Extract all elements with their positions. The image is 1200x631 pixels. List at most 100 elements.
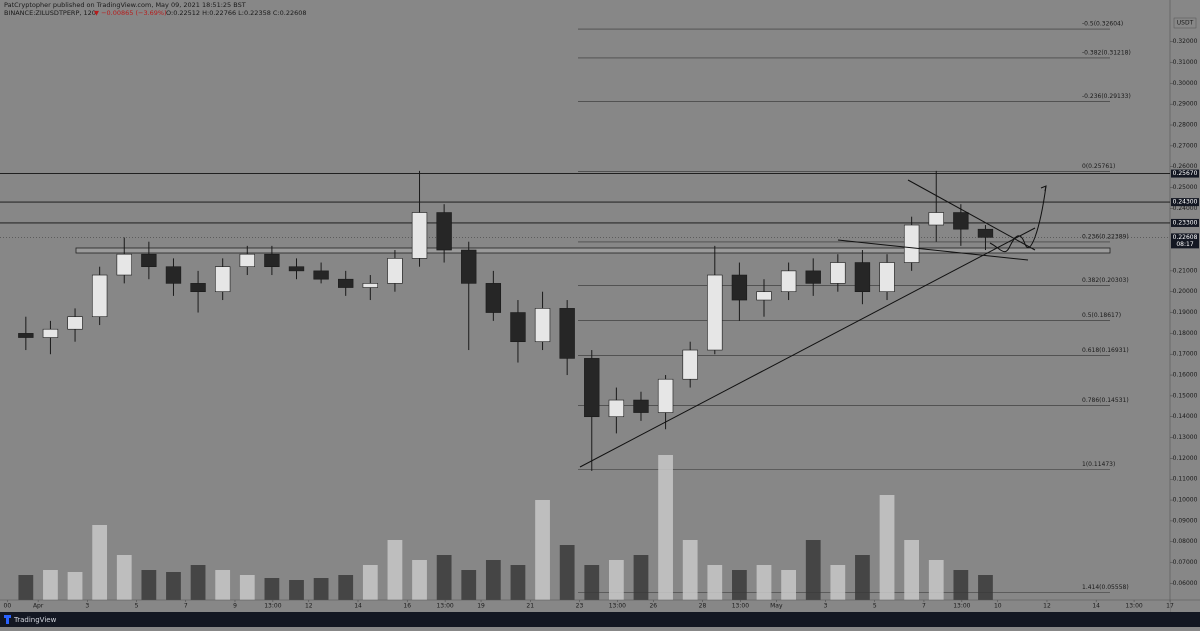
x-tick-label: 7 (922, 603, 926, 610)
x-tick-label: 12 (1043, 603, 1051, 610)
volume-bar (67, 572, 83, 600)
volume-bar (338, 575, 354, 600)
candle-body (190, 283, 206, 293)
x-tick-label: 17 (1166, 603, 1174, 610)
volume-bar (535, 500, 550, 600)
fib-label: -0.236(0.29133) (1082, 93, 1131, 100)
x-tick-label: Apr (33, 603, 44, 610)
volume-bar (756, 565, 772, 600)
candle-body (830, 262, 846, 284)
x-tick-label: 12 (305, 603, 313, 610)
volume-bar (289, 580, 304, 600)
y-tick-label: 0.07000 (1173, 559, 1198, 566)
candle-body (633, 399, 649, 413)
x-tick-label: 14 (354, 603, 362, 610)
x-tick-label: 21 (526, 603, 534, 610)
y-tick-label: 0.20000 (1173, 288, 1198, 295)
y-tick-label: 0.25000 (1173, 184, 1198, 191)
y-tick-label: 0.26000 (1173, 163, 1198, 170)
y-tick-label: 0.21000 (1173, 267, 1198, 274)
triangle-upper (907, 179, 1036, 251)
fib-label: 0.786(0.14531) (1082, 397, 1129, 404)
projection-arrow (1040, 185, 1047, 192)
y-tick-label: 0.17000 (1173, 351, 1198, 358)
x-tick-label: 5 (135, 603, 139, 610)
volume-bar (313, 578, 329, 600)
x-tick-label: 19 (477, 603, 485, 610)
level-label: 0.25670 (1173, 170, 1198, 177)
fib-label: 1.414(0.05558) (1082, 584, 1129, 591)
volume-bar (436, 555, 452, 600)
fib-label: 0.5(0.18617) (1082, 312, 1121, 319)
unit-box (1173, 17, 1197, 29)
level-label: 0.24300 (1173, 199, 1198, 206)
candle-body (91, 274, 108, 318)
volume-bar (264, 578, 280, 600)
candle-body (264, 253, 280, 268)
volume-bar (732, 570, 747, 600)
x-tick-label: 13:00 (264, 603, 281, 610)
candle-body (756, 291, 772, 301)
volume-bar (362, 565, 378, 600)
ohlc: O:0.22512 H:0.22766 L:0.22358 C:0.22608 (166, 9, 307, 17)
support-zone (75, 247, 1111, 254)
volume-bar (190, 565, 206, 600)
y-tick-label: 0.16000 (1173, 372, 1198, 379)
candle-body (731, 274, 748, 301)
y-tick-label: 0.32000 (1173, 38, 1198, 45)
candle-body (707, 274, 723, 351)
x-tick-label: 5 (873, 603, 877, 610)
level-label: 0.23300 (1173, 219, 1198, 226)
volume-bar (608, 560, 624, 600)
candle-body (608, 399, 625, 418)
volume-bar (18, 575, 34, 600)
candle-body (387, 258, 403, 284)
y-tick-label: 0.14000 (1173, 413, 1198, 420)
x-tick-label: 13:00 (953, 603, 970, 610)
candle-body (879, 262, 895, 293)
y-tick-label: 0.09000 (1173, 517, 1198, 524)
volume-bar (658, 455, 673, 600)
y-tick-label: 0.08000 (1173, 538, 1198, 545)
candle-body (485, 283, 502, 313)
y-tick-label: 0.06000 (1173, 580, 1198, 587)
candle-body (338, 278, 354, 288)
x-tick-label: 23 (576, 603, 584, 610)
candle-body (510, 312, 526, 343)
candle-body (239, 253, 255, 268)
logo (4, 615, 11, 624)
candle-body (461, 249, 477, 284)
brand: TradingView (13, 616, 57, 624)
volume-bar (855, 555, 870, 600)
y-tick-label: 0.27000 (1173, 142, 1198, 149)
volume-bar (387, 540, 403, 600)
fib-label: 1(0.11473) (1082, 461, 1115, 468)
candle-body (18, 333, 34, 338)
x-tick-label: 14 (1092, 603, 1100, 610)
x-tick-label: 10 (994, 603, 1002, 610)
volume-bar (879, 495, 895, 600)
x-tick-label: 13:00 (1125, 603, 1142, 610)
volume-bar (510, 565, 526, 600)
candle-body (903, 224, 920, 263)
volume-bar (116, 555, 132, 600)
volume-bar (166, 572, 181, 600)
y-tick-label: 0.15000 (1173, 392, 1198, 399)
candle-body (436, 212, 452, 251)
volume-bar (928, 560, 944, 600)
volume-bar (682, 540, 698, 600)
symbol: BINANCE:ZILUSDTPERP, 120 (4, 9, 96, 17)
candle-body (288, 266, 305, 272)
volume-bar (559, 545, 575, 600)
volume-bar (781, 570, 796, 600)
volume-bar (953, 570, 969, 600)
fib-label: 0.382(0.20303) (1082, 277, 1129, 284)
x-tick-label: May (770, 603, 783, 610)
x-tick-label: 28 (699, 603, 707, 610)
change: ▼ −0.00865 (−3.69%) (94, 9, 167, 17)
x-tick-label: 7 (184, 603, 188, 610)
volume-bar (485, 560, 501, 600)
volume-bar (141, 570, 157, 600)
published-line: PatCryptopher published on TradingView.c… (4, 1, 246, 9)
